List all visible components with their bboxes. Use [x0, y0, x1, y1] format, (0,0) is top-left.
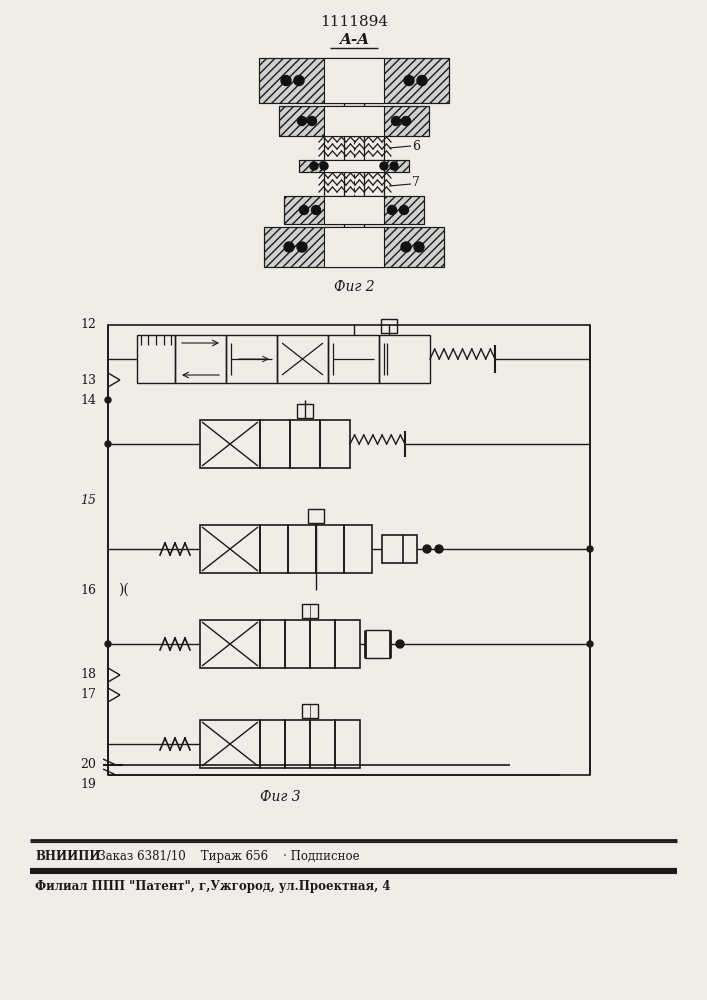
Text: ВНИИПИ: ВНИИПИ	[35, 850, 100, 863]
Text: 20: 20	[80, 758, 96, 772]
Bar	[290, 420, 320, 468]
Bar	[302, 604, 318, 618]
Circle shape	[105, 397, 111, 403]
Circle shape	[435, 545, 443, 553]
Text: 14: 14	[80, 393, 96, 406]
Circle shape	[402, 116, 411, 125]
Bar	[259, 58, 449, 103]
Circle shape	[284, 242, 294, 252]
Bar	[260, 720, 285, 768]
Text: 15: 15	[80, 493, 96, 506]
Text: 13: 13	[80, 373, 96, 386]
Bar	[284, 196, 424, 224]
Circle shape	[380, 162, 388, 170]
Circle shape	[417, 76, 427, 86]
Bar	[379, 335, 430, 383]
Bar	[259, 58, 449, 103]
Bar	[108, 325, 590, 775]
Bar	[308, 509, 324, 523]
Bar	[310, 720, 335, 768]
Bar	[344, 525, 372, 573]
Text: 12: 12	[80, 318, 96, 332]
Bar	[284, 196, 424, 224]
Bar	[277, 335, 328, 383]
Text: Фиг 3: Фиг 3	[259, 790, 300, 804]
Bar	[175, 335, 226, 383]
Bar	[299, 160, 409, 172]
Bar	[335, 620, 360, 668]
Circle shape	[390, 162, 398, 170]
Bar	[200, 720, 260, 768]
Bar	[288, 525, 316, 573]
Circle shape	[308, 116, 317, 125]
Bar	[200, 525, 260, 573]
Text: 19: 19	[80, 778, 96, 792]
Bar	[324, 196, 384, 224]
Text: 6: 6	[412, 139, 420, 152]
Text: Заказ 6381/10    Тираж 656    · Подписное: Заказ 6381/10 Тираж 656 · Подписное	[87, 850, 360, 863]
Text: 16: 16	[80, 584, 96, 596]
Circle shape	[298, 116, 307, 125]
Circle shape	[387, 206, 397, 215]
Bar	[324, 58, 384, 103]
Circle shape	[404, 76, 414, 86]
Bar	[285, 620, 310, 668]
Circle shape	[320, 162, 328, 170]
Bar	[279, 106, 429, 136]
Bar	[285, 720, 310, 768]
Circle shape	[300, 206, 308, 215]
Bar	[226, 335, 277, 383]
Circle shape	[297, 242, 307, 252]
Bar	[260, 620, 285, 668]
Bar	[328, 335, 379, 383]
Circle shape	[414, 242, 424, 252]
Circle shape	[423, 545, 431, 553]
Bar	[200, 420, 260, 468]
Circle shape	[281, 76, 291, 86]
Bar	[297, 404, 313, 418]
Text: 17: 17	[80, 688, 96, 702]
Bar	[260, 525, 288, 573]
Text: 1111894: 1111894	[320, 15, 388, 29]
Bar	[324, 106, 384, 136]
Bar	[260, 420, 290, 468]
Bar	[302, 704, 318, 718]
Bar	[137, 335, 175, 383]
Circle shape	[312, 206, 320, 215]
Bar	[324, 160, 384, 172]
Circle shape	[401, 242, 411, 252]
Circle shape	[310, 162, 318, 170]
Text: Фиг 2: Фиг 2	[334, 280, 374, 294]
Text: Филиал ППП "Патент", г,Ужгород, ул.Проектная, 4: Филиал ППП "Патент", г,Ужгород, ул.Проек…	[35, 880, 390, 893]
Bar	[335, 720, 360, 768]
Bar	[320, 420, 350, 468]
Bar	[382, 535, 417, 563]
Bar	[310, 620, 335, 668]
Bar	[381, 319, 397, 333]
Circle shape	[396, 640, 404, 648]
Text: 7: 7	[412, 176, 420, 188]
Circle shape	[587, 641, 593, 647]
Bar	[299, 160, 409, 172]
Bar	[264, 227, 444, 267]
Circle shape	[294, 76, 304, 86]
Bar	[279, 106, 429, 136]
Circle shape	[105, 441, 111, 447]
Bar	[316, 525, 344, 573]
Circle shape	[587, 546, 593, 552]
Text: A-A: A-A	[339, 33, 369, 47]
Text: 18: 18	[80, 668, 96, 682]
Text: )(: )(	[118, 583, 129, 597]
Circle shape	[105, 641, 111, 647]
Circle shape	[392, 116, 400, 125]
Bar	[324, 227, 384, 267]
Bar	[264, 227, 444, 267]
Circle shape	[399, 206, 409, 215]
Bar	[200, 620, 260, 668]
